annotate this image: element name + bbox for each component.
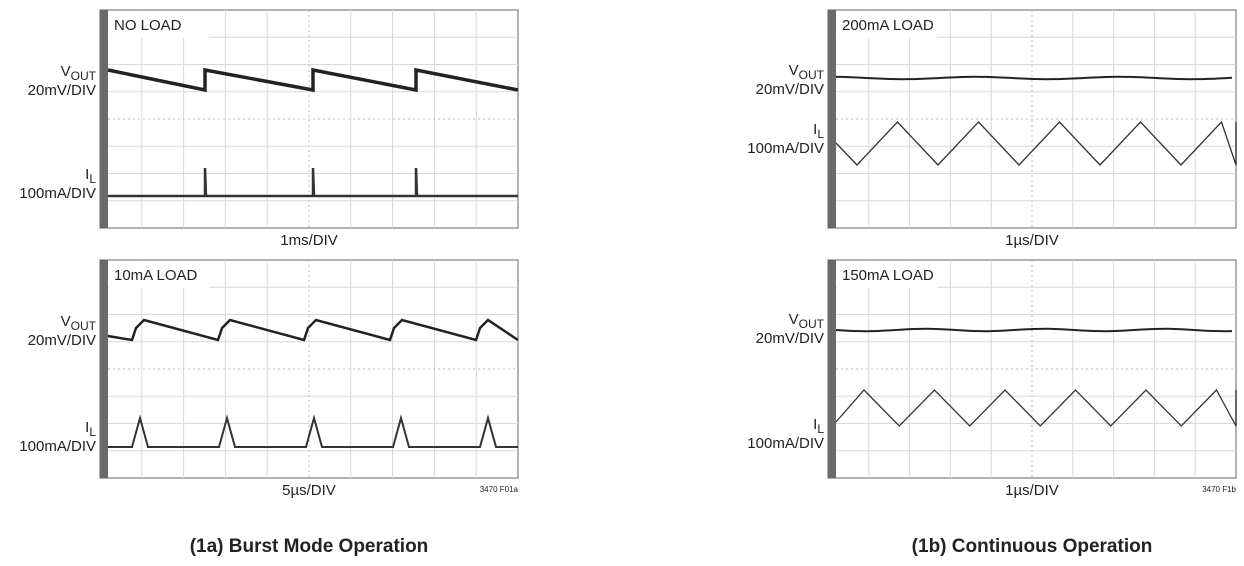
- channel-subscript: OUT: [71, 69, 97, 83]
- load-label: 10mA LOAD: [114, 267, 198, 284]
- channel-subscript: OUT: [799, 317, 825, 331]
- channel-name: VOUT: [789, 62, 825, 82]
- channel-name: IL: [813, 416, 824, 436]
- scope-edge: [100, 10, 108, 228]
- channel-symbol: I: [85, 419, 89, 436]
- channel-name: VOUT: [61, 313, 97, 333]
- channel-subscript: L: [89, 425, 96, 439]
- channel-subscript: L: [89, 172, 96, 186]
- scope-edge: [100, 260, 108, 478]
- il-trace: [108, 414, 518, 448]
- channel-scale: 100mA/DIV: [747, 140, 824, 157]
- channel-subscript: OUT: [71, 319, 97, 333]
- channel-name: VOUT: [61, 63, 97, 83]
- load-label: 150mA LOAD: [842, 267, 934, 284]
- channel-name: VOUT: [789, 311, 825, 331]
- channel-symbol: I: [813, 121, 817, 138]
- scope-edge: [828, 260, 836, 478]
- vout-trace: [835, 327, 1233, 333]
- channel-scale: 100mA/DIV: [19, 185, 96, 202]
- vout-trace: [835, 75, 1233, 81]
- channel-symbol: V: [61, 313, 71, 330]
- channel-subscript: L: [817, 127, 824, 141]
- il-trace: [835, 120, 1237, 166]
- channel-symbol: I: [813, 416, 817, 433]
- il-trace: [835, 388, 1237, 427]
- channel-name: IL: [813, 121, 824, 141]
- channel-symbol: I: [85, 166, 89, 183]
- figure-caption: (1a) Burst Mode Operation: [190, 536, 429, 557]
- channel-scale: 100mA/DIV: [19, 438, 96, 455]
- channel-subscript: OUT: [799, 68, 825, 82]
- figure-code: 3470 F1b: [1202, 485, 1236, 494]
- timebase-label: 5µs/DIV: [282, 482, 336, 499]
- il-trace: [108, 167, 518, 198]
- channel-scale: 100mA/DIV: [747, 435, 824, 452]
- channel-scale: 20mV/DIV: [756, 81, 824, 98]
- load-label: NO LOAD: [114, 17, 182, 34]
- channel-scale: 20mV/DIV: [756, 330, 824, 347]
- channel-symbol: V: [789, 311, 799, 328]
- channel-scale: 20mV/DIV: [28, 332, 96, 349]
- vout-trace: [107, 318, 519, 342]
- figure-caption: (1b) Continuous Operation: [912, 536, 1153, 557]
- load-label-box: [109, 12, 209, 38]
- load-label-box: [109, 262, 209, 288]
- channel-symbol: V: [61, 63, 71, 80]
- vout-trace: [107, 67, 519, 93]
- load-label-box: [837, 262, 937, 288]
- channel-name: IL: [85, 166, 96, 186]
- scope-edge: [828, 10, 836, 228]
- timebase-label: 1ms/DIV: [280, 232, 338, 249]
- channel-scale: 20mV/DIV: [28, 82, 96, 99]
- load-label-box: [837, 12, 937, 38]
- channel-subscript: L: [817, 422, 824, 436]
- load-label: 200mA LOAD: [842, 17, 934, 34]
- timebase-label: 1µs/DIV: [1005, 482, 1059, 499]
- channel-name: IL: [85, 419, 96, 439]
- channel-symbol: V: [789, 62, 799, 79]
- figure-code: 3470 F01a: [480, 485, 519, 494]
- timebase-label: 1µs/DIV: [1005, 232, 1059, 249]
